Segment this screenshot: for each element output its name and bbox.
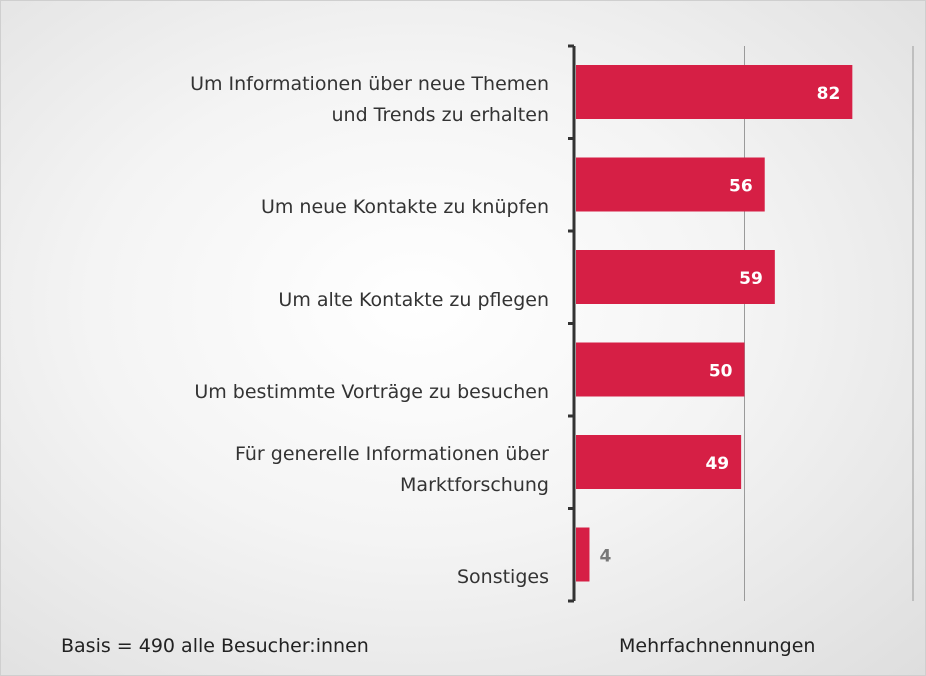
category-label: Um neue Kontakte zu knüpfen <box>260 196 549 218</box>
bar <box>576 65 853 119</box>
value-label: 56 <box>729 177 753 197</box>
value-label: 50 <box>709 362 733 382</box>
value-label: 4 <box>599 547 611 567</box>
category-label: Um alte Kontakte zu pflegen <box>278 288 549 311</box>
bar <box>576 157 765 212</box>
category-label: Um bestimmte Vorträge zu besuchen <box>194 381 549 403</box>
value-label: 82 <box>817 84 841 104</box>
value-label: 49 <box>705 454 729 474</box>
multi-note: Mehrfachnennungen <box>619 635 816 657</box>
base-note: Basis = 490 alle Besucher:innen <box>61 635 369 657</box>
value-label: 59 <box>739 269 763 289</box>
category-label: Um Informationen über neue Themen und Tr… <box>190 72 549 126</box>
category-label: Sonstiges <box>456 566 549 588</box>
bar <box>576 435 742 489</box>
bar <box>576 527 590 582</box>
category-label: Für generelle Informationen über Marktfo… <box>235 442 549 496</box>
bar <box>576 342 745 397</box>
bar <box>576 250 775 304</box>
